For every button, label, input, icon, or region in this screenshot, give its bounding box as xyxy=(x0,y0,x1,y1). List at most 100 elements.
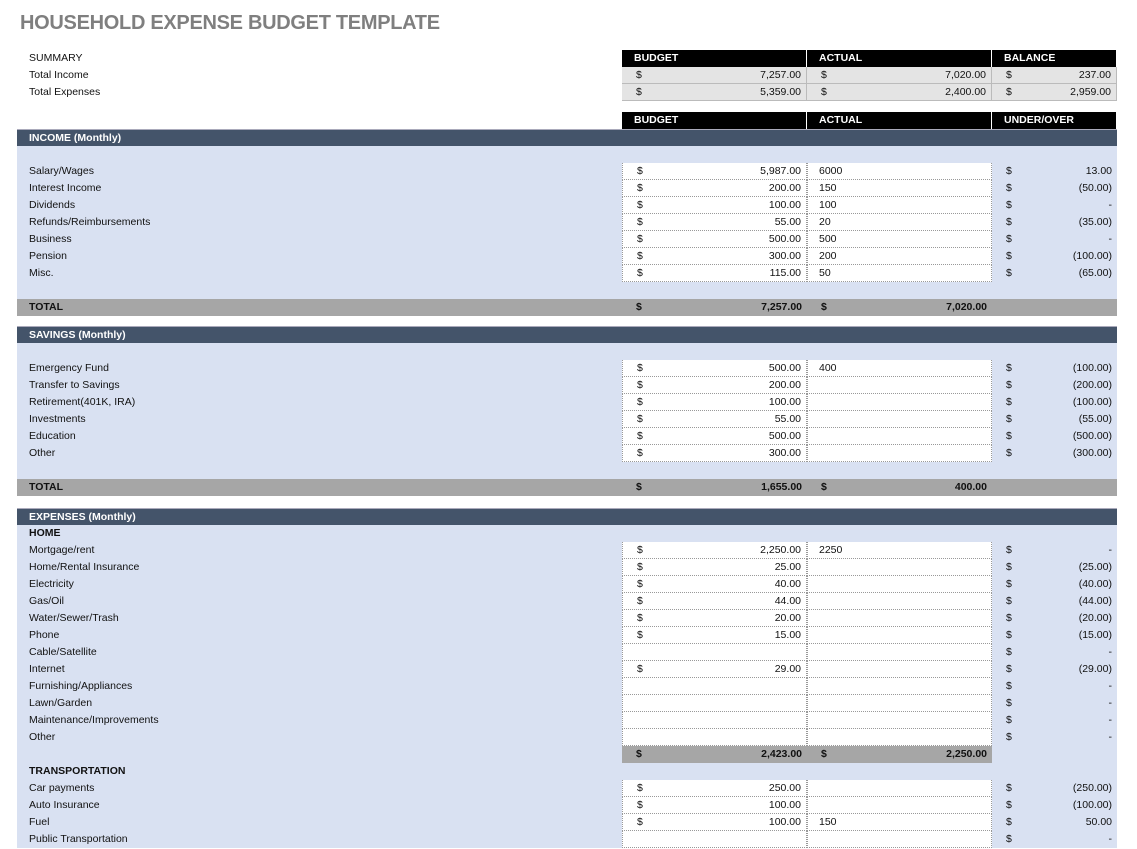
table-row[interactable]: Dividends $100.00 100 $ - xyxy=(17,197,1117,214)
actual-cell[interactable]: 500 xyxy=(807,231,992,248)
budget-cell[interactable]: $29.00 xyxy=(622,661,807,678)
cell[interactable]: 2,400.00 xyxy=(945,86,986,98)
actual-cell[interactable] xyxy=(807,559,992,576)
budget-cell[interactable]: $55.00 xyxy=(622,214,807,231)
actual-cell[interactable] xyxy=(807,695,992,712)
actual-cell[interactable]: $2,250.00 xyxy=(807,746,992,763)
actual-cell[interactable] xyxy=(807,593,992,610)
table-row[interactable]: Auto Insurance $100.00 $ (100.00) xyxy=(17,797,1117,814)
table-row[interactable]: Public Transportation $ - xyxy=(17,831,1117,848)
budget-cell[interactable]: $5,987.00 xyxy=(622,163,807,180)
budget-cell[interactable]: $100.00 xyxy=(622,797,807,814)
budget-cell[interactable]: $44.00 xyxy=(622,593,807,610)
actual-cell[interactable] xyxy=(807,576,992,593)
actual-cell[interactable]: 400 xyxy=(807,360,992,377)
actual-cell[interactable]: 2250 xyxy=(807,542,992,559)
actual-cell[interactable]: 100 xyxy=(807,197,992,214)
actual-cell[interactable]: 150 xyxy=(807,814,992,831)
actual-cell[interactable]: 6000 xyxy=(807,163,992,180)
budget-cell[interactable]: $7,257.00 xyxy=(622,299,807,316)
table-row[interactable]: Maintenance/Improvements $ - xyxy=(17,712,1117,729)
budget-cell[interactable] xyxy=(622,695,807,712)
budget-cell[interactable]: $500.00 xyxy=(622,231,807,248)
table-row[interactable]: Water/Sewer/Trash $20.00 $ (20.00) xyxy=(17,610,1117,627)
actual-cell[interactable] xyxy=(807,627,992,644)
actual-cell[interactable]: 50 xyxy=(807,265,992,282)
actual-cell[interactable] xyxy=(807,377,992,394)
actual-cell[interactable]: 150 xyxy=(807,180,992,197)
cell[interactable]: 2,959.00 xyxy=(1070,86,1111,98)
actual-cell[interactable] xyxy=(807,729,992,746)
budget-cell[interactable]: $250.00 xyxy=(622,780,807,797)
budget-cell[interactable]: $1,655.00 xyxy=(622,479,807,496)
budget-cell[interactable] xyxy=(622,712,807,729)
table-row[interactable]: Cable/Satellite $ - xyxy=(17,644,1117,661)
cell[interactable]: 7,257.00 xyxy=(760,69,801,81)
table-row[interactable]: Electricity $40.00 $ (40.00) xyxy=(17,576,1117,593)
table-row[interactable]: Refunds/Reimbursements $55.00 20 $ (35.00) xyxy=(17,214,1117,231)
table-row[interactable]: Mortgage/rent $2,250.00 2250 $ - xyxy=(17,542,1117,559)
budget-cell[interactable]: $100.00 xyxy=(622,394,807,411)
budget-cell[interactable]: $25.00 xyxy=(622,559,807,576)
actual-cell[interactable]: 20 xyxy=(807,214,992,231)
table-row[interactable]: Transfer to Savings $200.00 $ (200.00) xyxy=(17,377,1117,394)
actual-cell[interactable] xyxy=(807,411,992,428)
actual-cell[interactable] xyxy=(807,394,992,411)
table-row[interactable]: Interest Income $200.00 150 $ (50.00) xyxy=(17,180,1117,197)
summary-row-income[interactable]: $7,257.00 $7,020.00 $237.00 xyxy=(622,67,1117,84)
table-row[interactable]: Other $300.00 $ (300.00) xyxy=(17,445,1117,462)
budget-cell[interactable]: $200.00 xyxy=(622,180,807,197)
table-row[interactable]: Salary/Wages $5,987.00 6000 $13.00 xyxy=(17,163,1117,180)
budget-cell[interactable]: $300.00 xyxy=(622,248,807,265)
table-row[interactable]: Phone $15.00 $ (15.00) xyxy=(17,627,1117,644)
budget-cell[interactable] xyxy=(622,729,807,746)
budget-cell[interactable]: $500.00 xyxy=(622,360,807,377)
cell[interactable]: 5,359.00 xyxy=(760,86,801,98)
budget-cell[interactable]: $100.00 xyxy=(622,814,807,831)
budget-cell[interactable]: $55.00 xyxy=(622,411,807,428)
table-row[interactable]: Furnishing/Appliances $ - xyxy=(17,678,1117,695)
actual-cell[interactable] xyxy=(807,712,992,729)
summary-row-expenses[interactable]: $5,359.00 $2,400.00 $2,959.00 xyxy=(622,84,1117,101)
table-row[interactable]: Pension $300.00 200 $ (100.00) xyxy=(17,248,1117,265)
budget-cell[interactable]: $500.00 xyxy=(622,428,807,445)
table-row[interactable]: Education $500.00 $ (500.00) xyxy=(17,428,1117,445)
table-row[interactable]: Gas/Oil $44.00 $ (44.00) xyxy=(17,593,1117,610)
table-row[interactable]: Other $ - xyxy=(17,729,1117,746)
table-row[interactable]: Lawn/Garden $ - xyxy=(17,695,1117,712)
actual-cell[interactable] xyxy=(807,445,992,462)
actual-cell[interactable] xyxy=(807,661,992,678)
table-row[interactable]: Home/Rental Insurance $25.00 $ (25.00) xyxy=(17,559,1117,576)
budget-cell[interactable]: $200.00 xyxy=(622,377,807,394)
budget-cell[interactable]: $300.00 xyxy=(622,445,807,462)
budget-cell[interactable]: $2,250.00 xyxy=(622,542,807,559)
budget-cell[interactable] xyxy=(622,644,807,661)
cell[interactable]: 237.00 xyxy=(1078,69,1111,81)
actual-cell[interactable]: 200 xyxy=(807,248,992,265)
budget-cell[interactable]: $40.00 xyxy=(622,576,807,593)
actual-cell[interactable]: $400.00 xyxy=(807,479,992,496)
actual-cell[interactable] xyxy=(807,644,992,661)
budget-cell[interactable]: $20.00 xyxy=(622,610,807,627)
budget-cell[interactable] xyxy=(622,831,807,848)
budget-cell[interactable]: $15.00 xyxy=(622,627,807,644)
cell[interactable]: 7,020.00 xyxy=(945,69,986,81)
budget-cell[interactable]: $115.00 xyxy=(622,265,807,282)
table-row[interactable]: Internet $29.00 $ (29.00) xyxy=(17,661,1117,678)
actual-cell[interactable]: $7,020.00 xyxy=(807,299,992,316)
table-row[interactable]: Car payments $250.00 $ (250.00) xyxy=(17,780,1117,797)
actual-cell[interactable] xyxy=(807,610,992,627)
actual-cell[interactable] xyxy=(807,428,992,445)
table-row[interactable]: Emergency Fund $500.00 400 $ (100.00) xyxy=(17,360,1117,377)
actual-cell[interactable] xyxy=(807,678,992,695)
table-row[interactable]: Business $500.00 500 $ - xyxy=(17,231,1117,248)
actual-cell[interactable] xyxy=(807,780,992,797)
actual-cell[interactable] xyxy=(807,797,992,814)
table-row[interactable]: Retirement(401K, IRA) $100.00 $ (100.00) xyxy=(17,394,1117,411)
budget-cell[interactable] xyxy=(622,678,807,695)
table-row[interactable]: Investments $55.00 $ (55.00) xyxy=(17,411,1117,428)
budget-cell[interactable]: $2,423.00 xyxy=(622,746,807,763)
actual-cell[interactable] xyxy=(807,831,992,848)
table-row[interactable]: Fuel $100.00 150 $50.00 xyxy=(17,814,1117,831)
table-row[interactable]: Misc. $115.00 50 $ (65.00) xyxy=(17,265,1117,282)
